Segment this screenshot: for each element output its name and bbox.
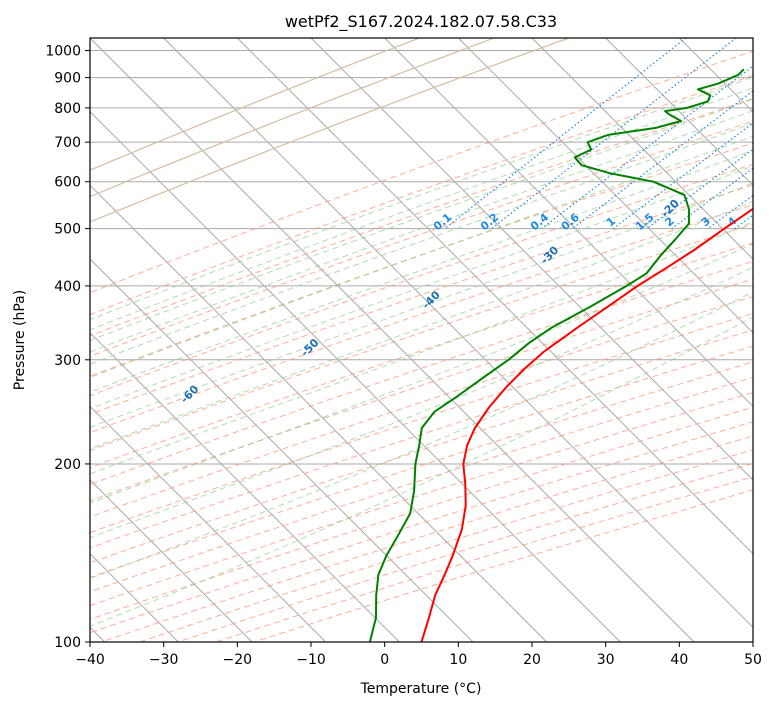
mixing-ratio-line (572, 90, 753, 230)
dry-adiabat-line (90, 98, 753, 337)
moist-adiabat-line (90, 165, 753, 410)
isotherm-label: -40 (420, 288, 443, 311)
y-tick-label: 300 (54, 353, 81, 369)
mixing-ratio-line (734, 214, 753, 230)
x-tick-label: −40 (75, 652, 105, 668)
y-tick-label: 600 (54, 175, 81, 191)
mixing-ratio-line (444, 38, 687, 230)
dry-adiabat-line (90, 223, 753, 451)
dry-adiabat-line (90, 361, 753, 578)
dry-adiabat-line (90, 142, 753, 377)
mixing-ratio-label: 0.4 (528, 210, 552, 233)
mixing-ratio-line (541, 65, 753, 230)
moist-adiabat-line (90, 243, 753, 504)
isotherm-line (90, 110, 621, 642)
axes: −40 −30 −20 −10 0 10 20 30 40 50 1000 900 800 700 600 5… (45, 44, 762, 668)
moist-adiabat-line (90, 182, 753, 428)
dry-adiabat-line (90, 312, 753, 534)
moist-adiabat-line (90, 87, 753, 331)
isotherm-line (678, 38, 753, 113)
reference-curve (90, 38, 569, 223)
isotherm-line (310, 38, 753, 481)
isotherm-label: -60 (178, 382, 201, 405)
x-tick-label: −20 (223, 652, 253, 668)
isotherm-line (90, 405, 327, 642)
x-tick-label: 20 (523, 652, 541, 668)
y-tick-label: 200 (54, 457, 81, 473)
chart-title: wetPf2_S167.2024.182.07.58.C33 (285, 12, 557, 32)
y-axis-label: Pressure (hPa) (12, 290, 28, 390)
isotherm-label: -30 (538, 243, 561, 266)
isotherm-line (90, 38, 695, 642)
x-tick-label: 0 (380, 652, 389, 668)
dry-adiabat-line (90, 74, 753, 316)
dry-adiabat-line (177, 462, 753, 642)
y-tick-label: 700 (54, 135, 81, 151)
y-tick-label: 500 (54, 222, 81, 238)
plot-area: 0.10.20.40.611.52346810131620253036-100-… (57, 38, 775, 642)
mixing-ratio-label: 1.5 (633, 211, 656, 233)
isotherm-label: -70 (57, 430, 80, 453)
reference-curve (90, 38, 495, 198)
temperature-profile (420, 207, 753, 642)
dry-adiabat-line (90, 278, 753, 502)
dry-adiabat-line (90, 163, 753, 397)
isotherm-line (90, 184, 548, 642)
isotherm-line (90, 479, 253, 642)
dry-adiabat-line (215, 476, 753, 642)
isotherm-line (90, 331, 400, 642)
dry-adiabat-line (90, 50, 753, 294)
moist-adiabat-line (90, 316, 753, 627)
moist-adiabat-line (90, 110, 753, 353)
x-tick-label: 40 (670, 652, 688, 668)
isotherm-line (605, 38, 753, 187)
dry-adiabat-line (90, 376, 753, 593)
isotherm-line (384, 38, 753, 408)
y-tick-label: 400 (54, 279, 81, 295)
dry-adiabat-line (101, 435, 753, 642)
y-tick-label: 800 (54, 101, 81, 117)
mixing-ratio-label: 6 (764, 214, 775, 229)
y-tick-label: 100 (54, 635, 81, 651)
x-tick-label: 10 (449, 652, 467, 668)
moist-adiabat-line (90, 98, 753, 342)
dry-adiabat-line (90, 329, 753, 549)
moist-adiabat-line (90, 291, 753, 580)
reference-curve (90, 38, 420, 171)
mixing-ratio-label: 0.6 (559, 210, 583, 233)
isotherm-line (163, 38, 753, 629)
x-tick-label: 30 (597, 652, 615, 668)
x-tick-label: −30 (149, 652, 179, 668)
plot-frame (89, 37, 754, 643)
y-tick-label: 1000 (45, 44, 81, 60)
moist-adiabat-line (90, 201, 753, 450)
x-tick-label: 50 (744, 652, 762, 668)
x-tick-label: −10 (296, 652, 326, 668)
dewpoint-profile (368, 68, 745, 642)
isotherm-line (457, 38, 753, 334)
y-tick-label: 900 (54, 71, 81, 87)
isotherm-line (752, 38, 753, 39)
mixing-ratio-line (671, 167, 753, 230)
dry-adiabat-line (90, 242, 753, 469)
moist-adiabat-line (90, 76, 753, 321)
dry-adiabat-line (90, 120, 753, 357)
isotherm-line (90, 258, 474, 642)
x-axis-label: Temperature (°C) (360, 681, 482, 697)
isotherm-line (236, 38, 753, 555)
